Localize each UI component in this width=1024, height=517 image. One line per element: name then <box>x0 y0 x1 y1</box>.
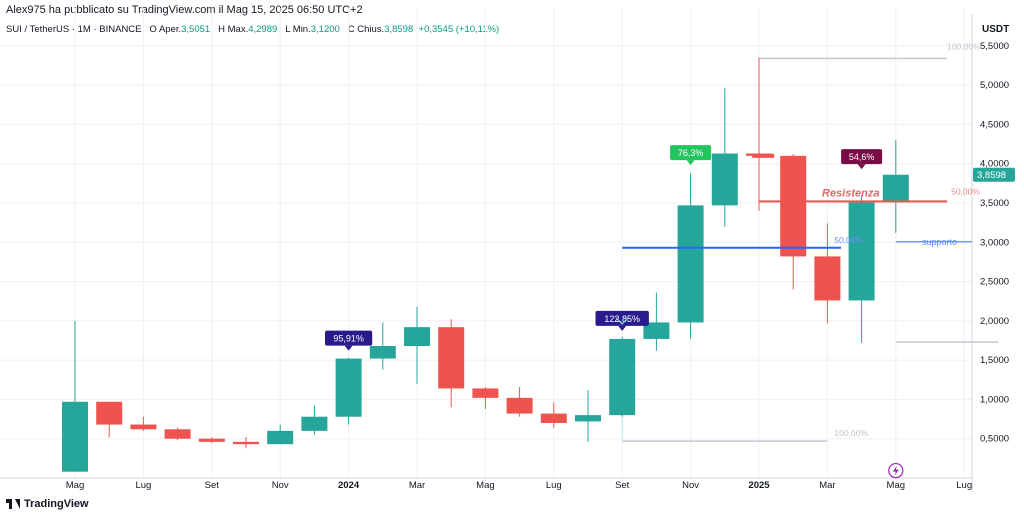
callout-box <box>595 310 649 326</box>
callout-pointer <box>857 164 866 170</box>
candle-body <box>711 153 738 206</box>
candle-body <box>848 202 875 301</box>
callout-label: 95,91% <box>333 334 364 344</box>
y-tick-label: 3,5000 <box>980 198 1009 209</box>
candle-body <box>506 397 533 414</box>
candle-body <box>540 413 567 423</box>
x-tick-label: 2025 <box>748 480 770 491</box>
ohlc-high-key: Max. <box>227 24 249 35</box>
ohlc-legend: SUI / TetherUS · 1M · BINANCE O Aper.3,5… <box>6 24 499 35</box>
ohlc-low-key: Min. <box>292 24 311 35</box>
x-tick-label: Mar <box>409 480 425 491</box>
x-tick-label: Nov <box>272 480 289 491</box>
y-tick-label: 4,5000 <box>980 119 1009 130</box>
fib-100-bottom-label: 100,00% <box>834 428 868 438</box>
candle-body <box>643 322 670 339</box>
ohlc-open-label: O <box>149 24 157 35</box>
currency-label: USDT <box>982 24 1010 35</box>
x-tick-label: Set <box>205 480 220 491</box>
fib-50-right-label: 50,00% <box>951 186 980 196</box>
candle-body <box>438 327 465 389</box>
y-tick-label: 0,5000 <box>980 434 1009 445</box>
last-price-tag <box>973 167 1015 182</box>
callout-box <box>325 330 373 346</box>
y-tick-label: 5,5000 <box>980 41 1009 52</box>
resistance-label: Resistenza <box>822 187 879 199</box>
callout-box <box>841 149 883 165</box>
candle-body <box>62 401 88 472</box>
resistance-marker <box>752 153 775 158</box>
ohlc-low-label: L <box>285 24 291 35</box>
y-tick-label: 1,0000 <box>980 394 1009 405</box>
candle-body <box>404 327 430 346</box>
y-tick-label: 3,0000 <box>980 237 1009 248</box>
candle-body <box>780 155 807 257</box>
fib-50-left-label: 50,00% <box>834 235 863 245</box>
y-tick-label: 4,0000 <box>980 159 1009 170</box>
symbol-line[interactable]: SUI / TetherUS · 1M · BINANCE <box>6 24 142 35</box>
y-tick-label: 2,5000 <box>980 277 1009 288</box>
arrow-marker-icon <box>615 317 629 325</box>
candle-body <box>814 256 841 301</box>
ohlc-open-value: 3,5051 <box>181 24 211 35</box>
candle-body <box>267 430 294 445</box>
ohlc-close-key: Chius. <box>357 24 385 35</box>
candle-body <box>198 438 225 442</box>
ohlc-open-key: Aper. <box>158 24 182 35</box>
callout-pointer <box>618 325 627 331</box>
candle-body <box>882 174 909 203</box>
ohlc-high-label: H <box>218 24 225 35</box>
y-tick-label: 1,5000 <box>980 355 1009 366</box>
fib-100-top-label: 100,00% <box>947 41 981 51</box>
x-tick-label: Nov <box>682 480 699 491</box>
candle-body <box>96 401 123 425</box>
callout-label: 76,3% <box>678 148 704 158</box>
lightning-bolt <box>892 465 899 476</box>
tradingview-logo-icon <box>6 499 20 509</box>
callout-box <box>670 145 712 161</box>
ohlc-close-value: 3,8598 <box>384 24 414 35</box>
ohlc-close-label: C <box>347 24 355 35</box>
x-tick-label: Set <box>615 480 630 491</box>
last-price-label: 3,8598 <box>977 170 1006 181</box>
callout-pointer <box>686 160 695 166</box>
x-tick-label: Mar <box>819 480 835 491</box>
candle-body <box>164 429 191 439</box>
x-tick-label: Lug <box>546 480 562 491</box>
candle-body <box>369 346 396 359</box>
tradingview-brand-text: TradingView <box>24 498 89 510</box>
tradingview-logo[interactable]: TradingView <box>6 498 89 510</box>
candle-body <box>677 205 704 323</box>
candle-body <box>472 388 499 398</box>
callout-label: 54,6% <box>849 152 875 162</box>
candle-body <box>609 338 636 416</box>
candle-body <box>130 424 157 430</box>
ohlc-low-value: 3,1200 <box>310 24 340 35</box>
support-label: supporto <box>922 237 957 247</box>
x-tick-label: Mag <box>476 480 494 491</box>
candle-body <box>575 415 601 422</box>
candle-body <box>301 416 328 431</box>
x-tick-label: Mag <box>66 480 84 491</box>
x-tick-label: Lug <box>135 480 151 491</box>
x-tick-label: 2024 <box>338 480 360 491</box>
ohlc-high-value: 4,2989 <box>248 24 278 35</box>
y-tick-label: 5,0000 <box>980 80 1009 91</box>
x-tick-label: Lug <box>956 480 972 491</box>
ohlc-change: +0,3545 (+10,11%) <box>418 24 500 35</box>
candle-body <box>335 358 362 417</box>
callout-pointer <box>344 345 353 351</box>
publish-info: Alex975 ha pubblicato su TradingView.com… <box>6 4 363 16</box>
callout-label: 122,85% <box>604 314 640 324</box>
x-tick-label: Mag <box>887 480 905 491</box>
candle-body <box>233 441 259 445</box>
y-tick-label: 2,0000 <box>980 316 1009 327</box>
